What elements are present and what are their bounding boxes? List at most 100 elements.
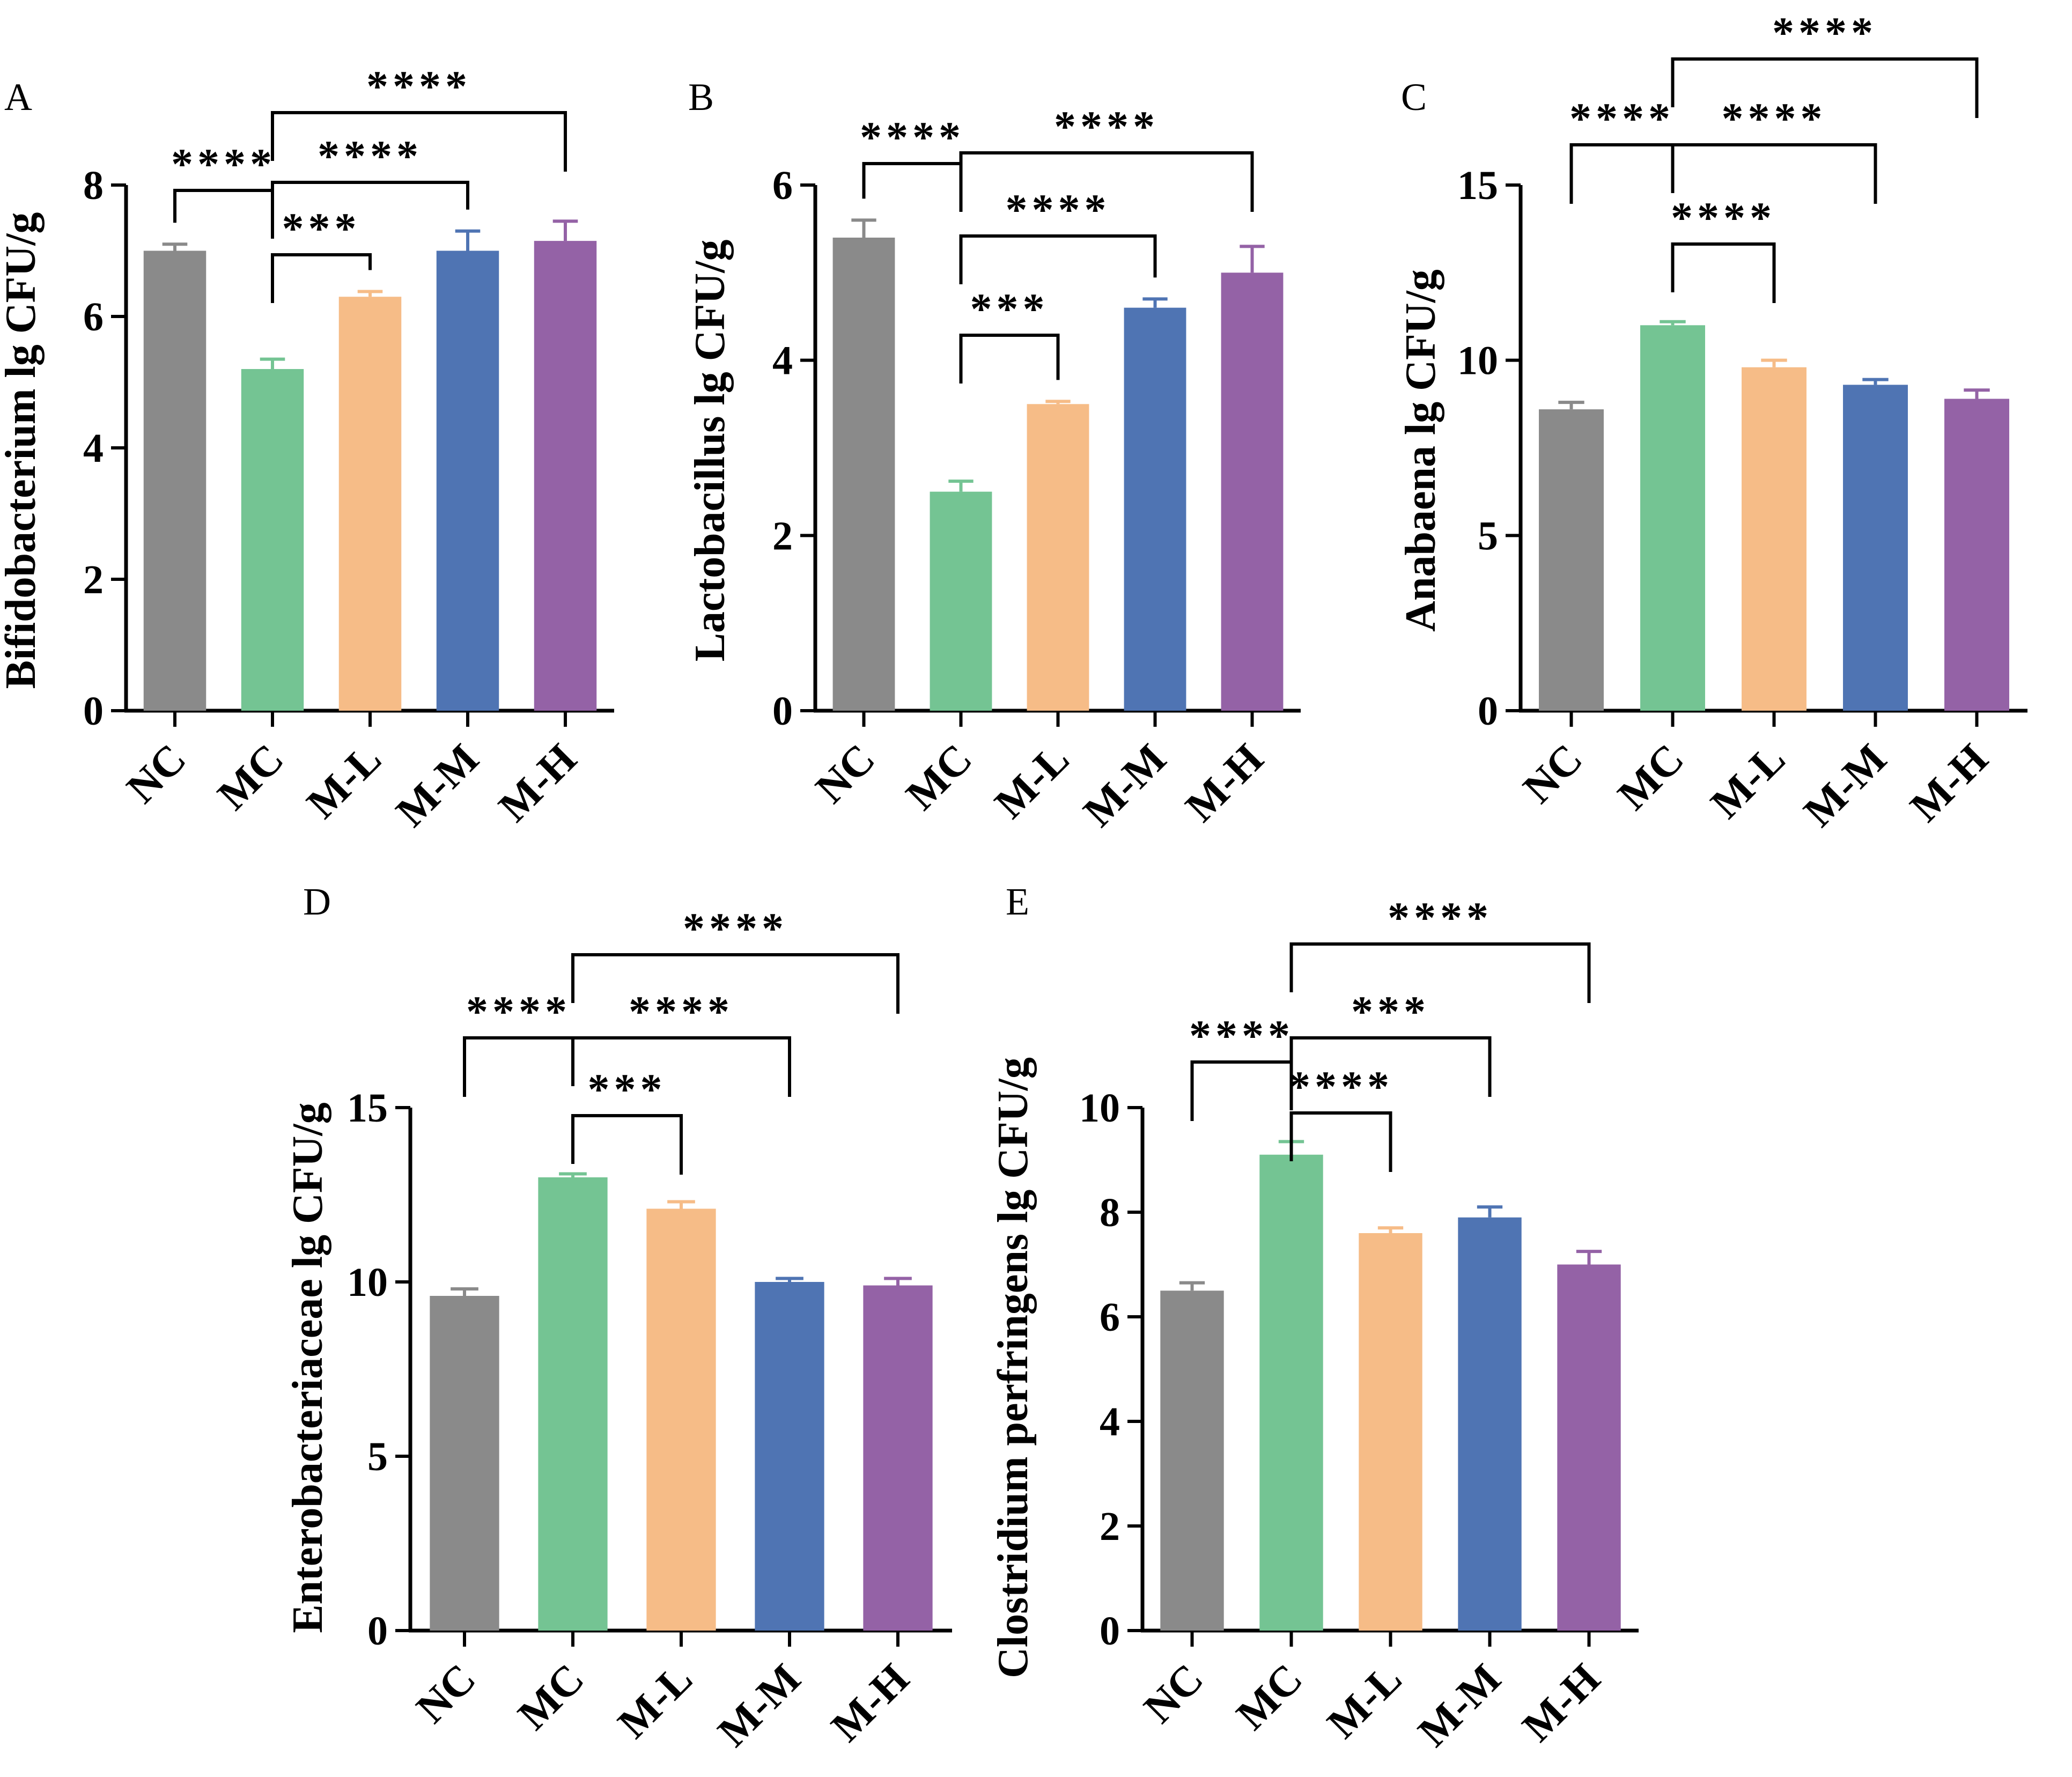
y-tick-label: 0 bbox=[772, 689, 793, 734]
x-tick-label: M-M bbox=[387, 735, 488, 836]
significance-bracket bbox=[1289, 942, 1591, 1003]
bar-MC bbox=[538, 1177, 608, 1631]
significance-label: **** bbox=[1388, 893, 1493, 942]
y-tick-label: 4 bbox=[1100, 1399, 1120, 1444]
x-tick-label: M-L bbox=[986, 735, 1078, 828]
significance-label: **** bbox=[1772, 8, 1877, 57]
x-tick-label: MC bbox=[209, 735, 292, 819]
significance-bracket bbox=[271, 253, 372, 303]
x-tick-label: MC bbox=[1228, 1655, 1311, 1739]
y-tick-label: 8 bbox=[1100, 1190, 1120, 1235]
y-tick-label: 5 bbox=[367, 1434, 388, 1479]
x-tick-label: M-M bbox=[1074, 735, 1175, 836]
x-tick-label: NC bbox=[807, 735, 884, 813]
x-tick-label: M-H bbox=[1177, 735, 1272, 831]
y-tick-label: 2 bbox=[1100, 1504, 1120, 1549]
y-tick-label: 4 bbox=[83, 426, 104, 471]
x-tick-label: M-L bbox=[1318, 1655, 1411, 1747]
bar-M-H bbox=[1557, 1264, 1621, 1631]
y-tick-label: 10 bbox=[347, 1260, 388, 1305]
y-tick-label: 15 bbox=[347, 1086, 388, 1131]
panel-letter: B bbox=[688, 76, 714, 119]
bar-M-H bbox=[1221, 272, 1284, 711]
significance-bracket bbox=[1671, 57, 1979, 118]
y-tick-label: 0 bbox=[367, 1609, 388, 1654]
x-tick-label: NC bbox=[1135, 1655, 1212, 1732]
significance-label: **** bbox=[1189, 1011, 1294, 1060]
x-tick-label: M-M bbox=[1409, 1655, 1510, 1756]
x-tick-label: MC bbox=[897, 735, 981, 819]
bar-M-H bbox=[1944, 399, 2009, 711]
panel-E: E Clostridium perfringens lg CFU/g 0 2 4 6 8 10… bbox=[990, 880, 1639, 1756]
y-tick-label: 6 bbox=[772, 163, 793, 208]
bar-M-H bbox=[534, 241, 597, 711]
significance-bracket bbox=[1671, 143, 1877, 204]
bar-NC bbox=[430, 1296, 499, 1631]
panel-A: A Bifidobacterium lg CFU/g 0 2 4 6 8 NC MC M-LM-M… bbox=[0, 62, 614, 836]
x-tick-label: M-L bbox=[1702, 735, 1794, 828]
bar-M-L bbox=[1742, 367, 1806, 711]
bar-M-L bbox=[1027, 404, 1089, 711]
y-tick-label: 5 bbox=[1478, 513, 1498, 558]
bar-MC bbox=[241, 369, 304, 711]
significance-label: *** bbox=[588, 1065, 667, 1114]
y-tick-label: 15 bbox=[1457, 163, 1498, 208]
significance-bracket bbox=[959, 334, 1060, 384]
y-tick-label: 0 bbox=[1100, 1609, 1120, 1654]
x-tick-label: M-L bbox=[609, 1655, 702, 1747]
x-tick-label: NC bbox=[118, 735, 195, 813]
panel-letter: E bbox=[1006, 880, 1029, 923]
bar-NC bbox=[832, 238, 895, 711]
significance-bracket bbox=[1289, 1111, 1392, 1172]
significance-label: **** bbox=[629, 987, 734, 1036]
y-tick-label: 0 bbox=[83, 689, 104, 734]
y-axis-label: Enterobacteriaceae lg CFU/g bbox=[284, 1102, 331, 1633]
significance-bracket bbox=[1569, 143, 1675, 204]
bar-M-M bbox=[1843, 385, 1908, 711]
bar-M-M bbox=[755, 1282, 824, 1631]
panel-letter: A bbox=[4, 76, 32, 119]
x-tick-label: MC bbox=[1609, 735, 1693, 819]
x-tick-label: M-H bbox=[1514, 1655, 1609, 1751]
significance-label: *** bbox=[1351, 987, 1430, 1036]
bar-MC bbox=[930, 491, 992, 711]
significance-label: **** bbox=[860, 113, 965, 161]
panel-letter: D bbox=[303, 880, 331, 923]
x-tick-label: M-H bbox=[490, 735, 585, 831]
bar-NC bbox=[1160, 1291, 1224, 1631]
significance-bracket bbox=[1671, 242, 1776, 303]
significance-label: **** bbox=[318, 131, 423, 180]
significance-label: **** bbox=[683, 904, 788, 953]
bar-MC bbox=[1640, 325, 1705, 711]
y-tick-label: 2 bbox=[772, 513, 793, 558]
y-tick-label: 6 bbox=[83, 294, 104, 340]
significance-bracket bbox=[173, 189, 274, 239]
significance-bracket bbox=[959, 151, 1254, 212]
y-tick-label: 10 bbox=[1457, 338, 1498, 384]
x-tick-label: MC bbox=[509, 1655, 593, 1739]
significance-bracket bbox=[1190, 1060, 1293, 1121]
y-tick-label: 6 bbox=[1100, 1295, 1120, 1340]
y-tick-label: 2 bbox=[83, 557, 104, 602]
y-axis-label: Bifidobacterium lg CFU/g bbox=[0, 212, 45, 689]
significance-bracket bbox=[571, 953, 899, 1014]
significance-label: **** bbox=[1054, 102, 1159, 151]
y-tick-label: 4 bbox=[772, 338, 793, 384]
significance-label: *** bbox=[970, 284, 1049, 333]
x-tick-label: M-M bbox=[709, 1655, 810, 1756]
significance-bracket bbox=[271, 111, 567, 172]
x-tick-label: NC bbox=[1514, 735, 1591, 813]
significance-label: **** bbox=[466, 987, 571, 1036]
x-tick-label: M-M bbox=[1795, 735, 1896, 836]
bar-NC bbox=[143, 250, 207, 711]
x-tick-label: M-H bbox=[1901, 735, 1997, 831]
panel-letter: C bbox=[1401, 76, 1427, 119]
significance-label: **** bbox=[1288, 1062, 1393, 1111]
bar-MC bbox=[1259, 1154, 1323, 1631]
panel-C: C Anabaena lg CFU/g 0 5 10 15 NC MC M-L M-M M-H ***… bbox=[1397, 8, 2027, 836]
y-tick-label: 0 bbox=[1478, 689, 1498, 734]
significance-bracket bbox=[959, 234, 1157, 284]
significance-label: **** bbox=[1569, 94, 1675, 143]
panel-B: B Lactobacillus lg CFU/g 0 2 4 6 NC MC M-LM-M M-H… bbox=[687, 76, 1301, 836]
